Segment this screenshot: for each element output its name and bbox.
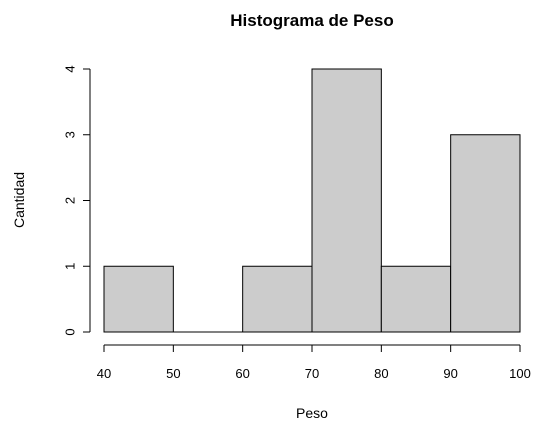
chart-title: Histograma de Peso: [230, 11, 393, 30]
y-tick-label: 1: [63, 263, 78, 270]
y-tick-label: 4: [63, 65, 78, 72]
x-axis: 40 50 60 70 80 90 100: [97, 344, 531, 381]
y-tick-label: 3: [63, 131, 78, 138]
histogram-bar-70-80: [311, 68, 382, 333]
y-axis: 0 1 2 3 4: [63, 65, 91, 336]
x-tick-label: 80: [374, 366, 388, 381]
y-axis-label: Cantidad: [11, 172, 27, 228]
x-tick-label: 60: [235, 366, 249, 381]
x-tick-label: 100: [509, 366, 531, 381]
y-tick-label: 0: [63, 328, 78, 335]
x-tick-label: 50: [166, 366, 180, 381]
histogram-bar-90-100: [450, 134, 521, 333]
histogram-bar-60-70: [242, 265, 313, 333]
histogram-bar-40-50: [103, 265, 174, 333]
bars-group: [103, 68, 521, 333]
y-tick-label: 2: [63, 197, 78, 204]
histogram-bar-80-90: [380, 265, 452, 333]
x-tick-label: 40: [97, 366, 111, 381]
x-tick-label: 90: [443, 366, 457, 381]
x-tick-label: 70: [305, 366, 319, 381]
x-axis-label: Peso: [296, 405, 328, 421]
